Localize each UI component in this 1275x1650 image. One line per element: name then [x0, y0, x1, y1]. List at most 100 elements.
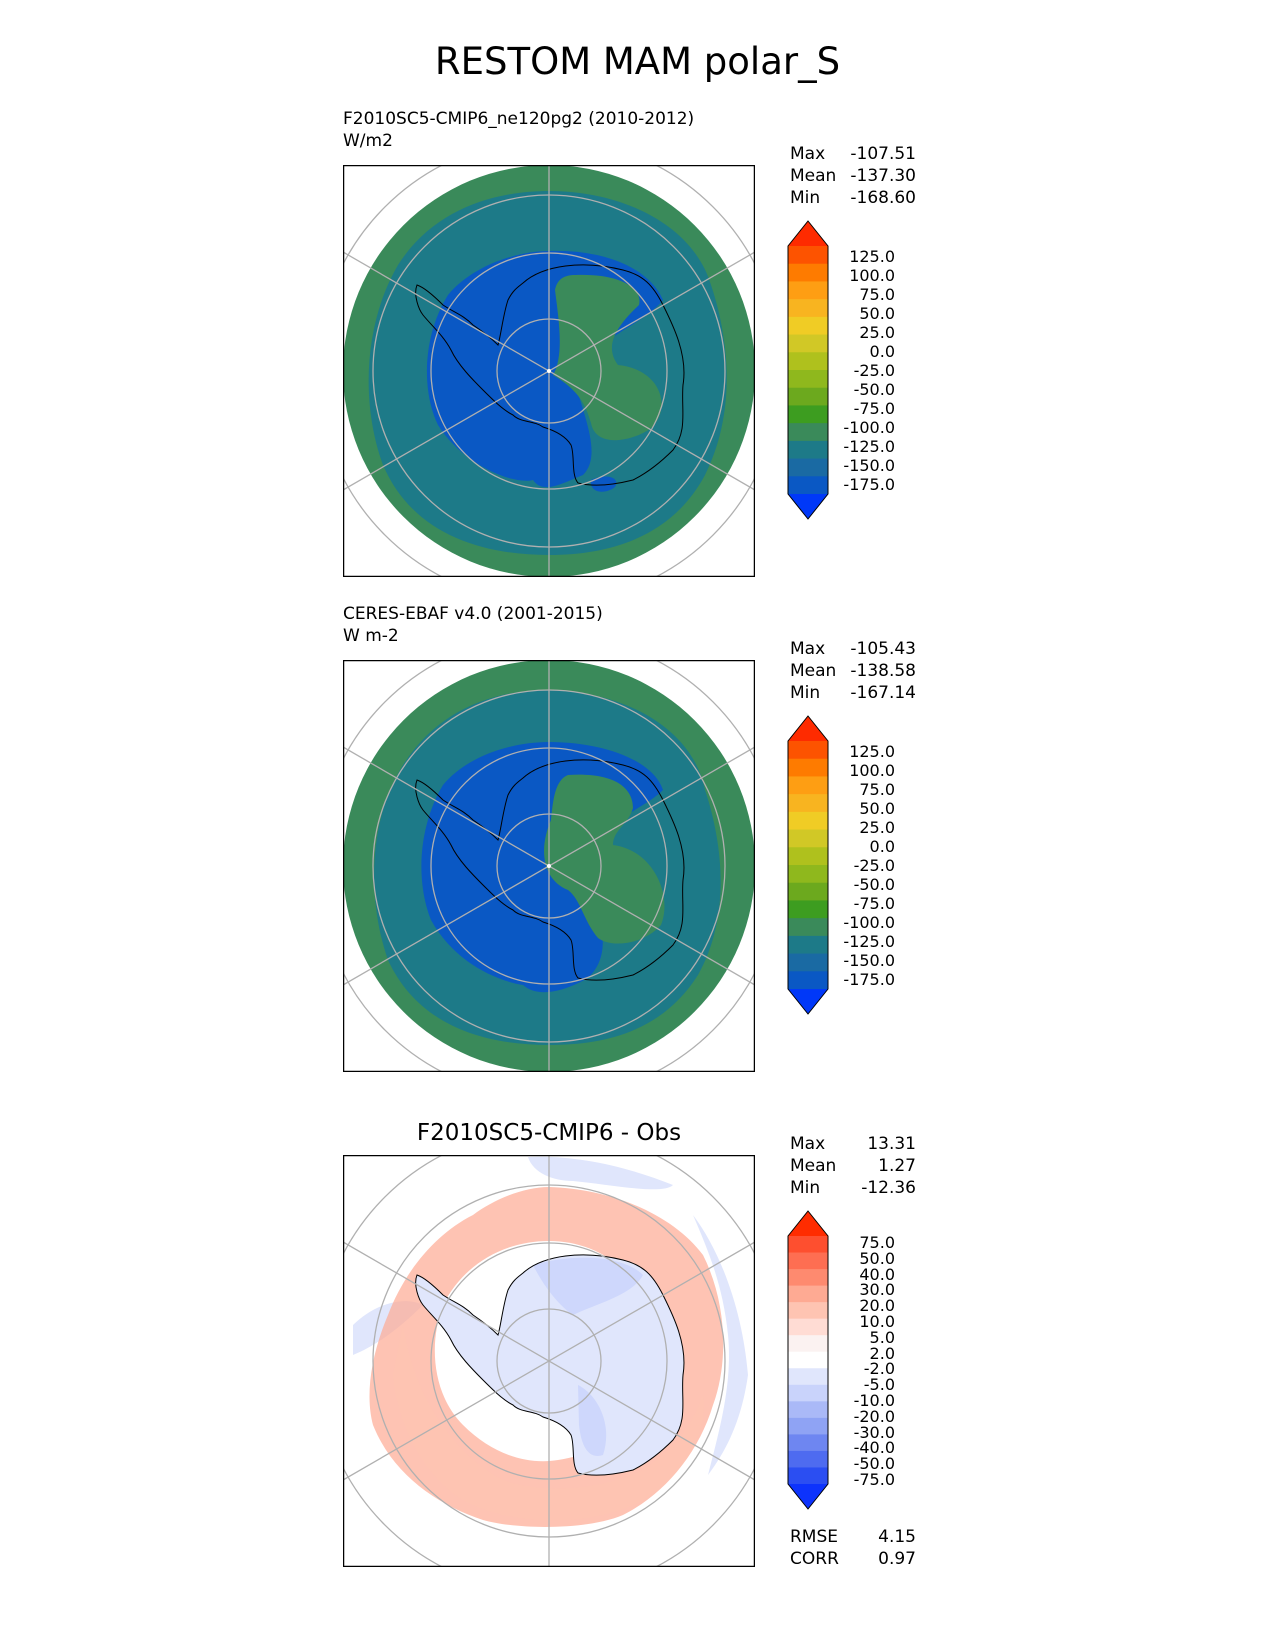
colorbar-swatch [788, 1351, 828, 1369]
colorbar-swatch [788, 1252, 828, 1270]
stat-max-value: 13.31 [867, 1134, 916, 1154]
colorbar-swatch [788, 334, 828, 353]
panel-1-units: W/m2 [343, 131, 393, 151]
stat-max-label: Max [790, 639, 826, 659]
colorbar-swatch [788, 1236, 828, 1254]
colorbar-swatch [788, 776, 828, 795]
colorbar-extend-bottom [788, 989, 828, 1014]
colorbar-swatch [788, 387, 828, 406]
colorbar-swatch [788, 758, 828, 777]
tick-label: -175.0 [843, 475, 895, 494]
colorbar-swatch [788, 423, 828, 442]
stat-max-label: Max [790, 144, 826, 164]
colorbar-swatch [788, 316, 828, 336]
colorbar-swatch [788, 1318, 828, 1336]
tick-label: 25.0 [859, 818, 895, 837]
panel-2-map [343, 660, 755, 1072]
figure-title: RESTOM MAM polar_S [434, 40, 841, 83]
stat-min-value: -168.60 [850, 188, 916, 208]
colorbar-swatch [788, 352, 828, 371]
panel-1-title: F2010SC5-CMIP6_ne120pg2 (2010-2012) [343, 109, 695, 129]
tick-label: 50.0 [859, 1248, 895, 1268]
colorbar-swatch [788, 1417, 828, 1435]
tick-label: -40.0 [853, 1438, 895, 1458]
tick-label: -20.0 [853, 1406, 895, 1426]
panel-1-map [343, 165, 755, 577]
panel-2-header: CERES-EBAF v4.0 (2001-2015) W m-2 [343, 603, 603, 647]
colorbar-swatch [788, 847, 828, 866]
colorbar-swatch [788, 865, 828, 884]
tick-label: -50.0 [853, 1454, 895, 1474]
tick-label: -150.0 [843, 456, 895, 475]
colorbar-swatch [788, 1285, 828, 1303]
tick-label: -125.0 [843, 437, 895, 456]
colorbar-extend-bottom [788, 494, 828, 519]
tick-label: -125.0 [843, 932, 895, 951]
panel-1-colorbar [785, 220, 831, 524]
colorbar-swatch [788, 811, 828, 831]
stat-mean-value: -138.58 [850, 661, 916, 681]
colorbar-extend-top [788, 716, 828, 741]
stat-min-value: -12.36 [861, 1178, 916, 1198]
tick-label: -150.0 [843, 951, 895, 970]
tick-label: -75.0 [853, 894, 895, 913]
tick-label: 0.0 [869, 837, 895, 856]
colorbar-swatch [788, 741, 828, 760]
panel-3-error-stats: RMSE 4.15 CORR 0.97 [790, 1526, 916, 1570]
stat-mean-value: -137.30 [850, 166, 916, 186]
stat-min-label: Min [790, 1178, 821, 1198]
tick-label: 75.0 [859, 285, 895, 304]
panel-1-header: F2010SC5-CMIP6_ne120pg2 (2010-2012) W/m2 [343, 108, 694, 152]
colorbar-swatch [788, 882, 828, 901]
tick-label: -50.0 [853, 380, 895, 399]
tick-label: 30.0 [859, 1280, 895, 1300]
colorbar-swatch [788, 829, 828, 848]
tick-label: 5.0 [869, 1327, 895, 1347]
panel-2-colorbar [785, 715, 831, 1019]
panel-3-map [343, 1155, 755, 1567]
tick-label: -100.0 [843, 913, 895, 932]
stat-max-value: -105.43 [850, 639, 916, 659]
tick-label: 40.0 [859, 1264, 895, 1284]
colorbar-swatch [788, 1269, 828, 1287]
stat-min-value: -167.14 [850, 683, 916, 703]
colorbar-swatch [788, 1434, 828, 1452]
tick-label: 0.0 [869, 342, 895, 361]
tick-label: 10.0 [859, 1312, 895, 1331]
stat-min-label: Min [790, 683, 821, 703]
colorbar-swatch [788, 263, 828, 282]
panel-2-title: CERES-EBAF v4.0 (2001-2015) [343, 604, 603, 624]
colorbar-swatch [788, 246, 828, 265]
rmse-label: RMSE [790, 1527, 839, 1547]
tick-label: 125.0 [849, 247, 895, 266]
colorbar-swatch [788, 971, 828, 990]
colorbar-swatch [788, 1401, 828, 1419]
corr-label: CORR [790, 1549, 839, 1569]
colorbar-outline [787, 1210, 829, 1510]
colorbar-swatch [788, 1384, 828, 1402]
tick-label: 20.0 [859, 1296, 895, 1316]
tick-label: -2.0 [863, 1359, 895, 1379]
tick-label: -75.0 [853, 399, 895, 418]
colorbar-extend-top [788, 221, 828, 246]
panel-2-stats: Max -105.43 Mean -138.58 Min -167.14 [790, 638, 916, 704]
colorbar-swatch [788, 458, 828, 477]
tick-label: -50.0 [853, 875, 895, 894]
panel-1-stats: Max -107.51 Mean -137.30 Min -168.60 [790, 143, 916, 209]
corr-value: 0.97 [878, 1549, 916, 1569]
panel-3-colorbar [785, 1210, 831, 1514]
colorbar-swatch [788, 476, 828, 495]
colorbar-extend-bottom [788, 1484, 828, 1509]
rmse-value: 4.15 [878, 1527, 916, 1547]
stat-max-label: Max [790, 1134, 826, 1154]
colorbar-swatch [788, 281, 828, 300]
stat-mean-label: Mean [790, 661, 837, 681]
colorbar-swatch [788, 935, 828, 955]
stat-min-label: Min [790, 188, 821, 208]
colorbar-swatch [788, 1450, 828, 1468]
colorbar-outline [787, 715, 829, 1015]
stat-mean-label: Mean [790, 1156, 837, 1176]
panel-3-stats: Max 13.31 Mean 1.27 Min -12.36 [790, 1133, 916, 1199]
colorbar-swatch [788, 440, 828, 460]
stat-mean-label: Mean [790, 166, 837, 186]
